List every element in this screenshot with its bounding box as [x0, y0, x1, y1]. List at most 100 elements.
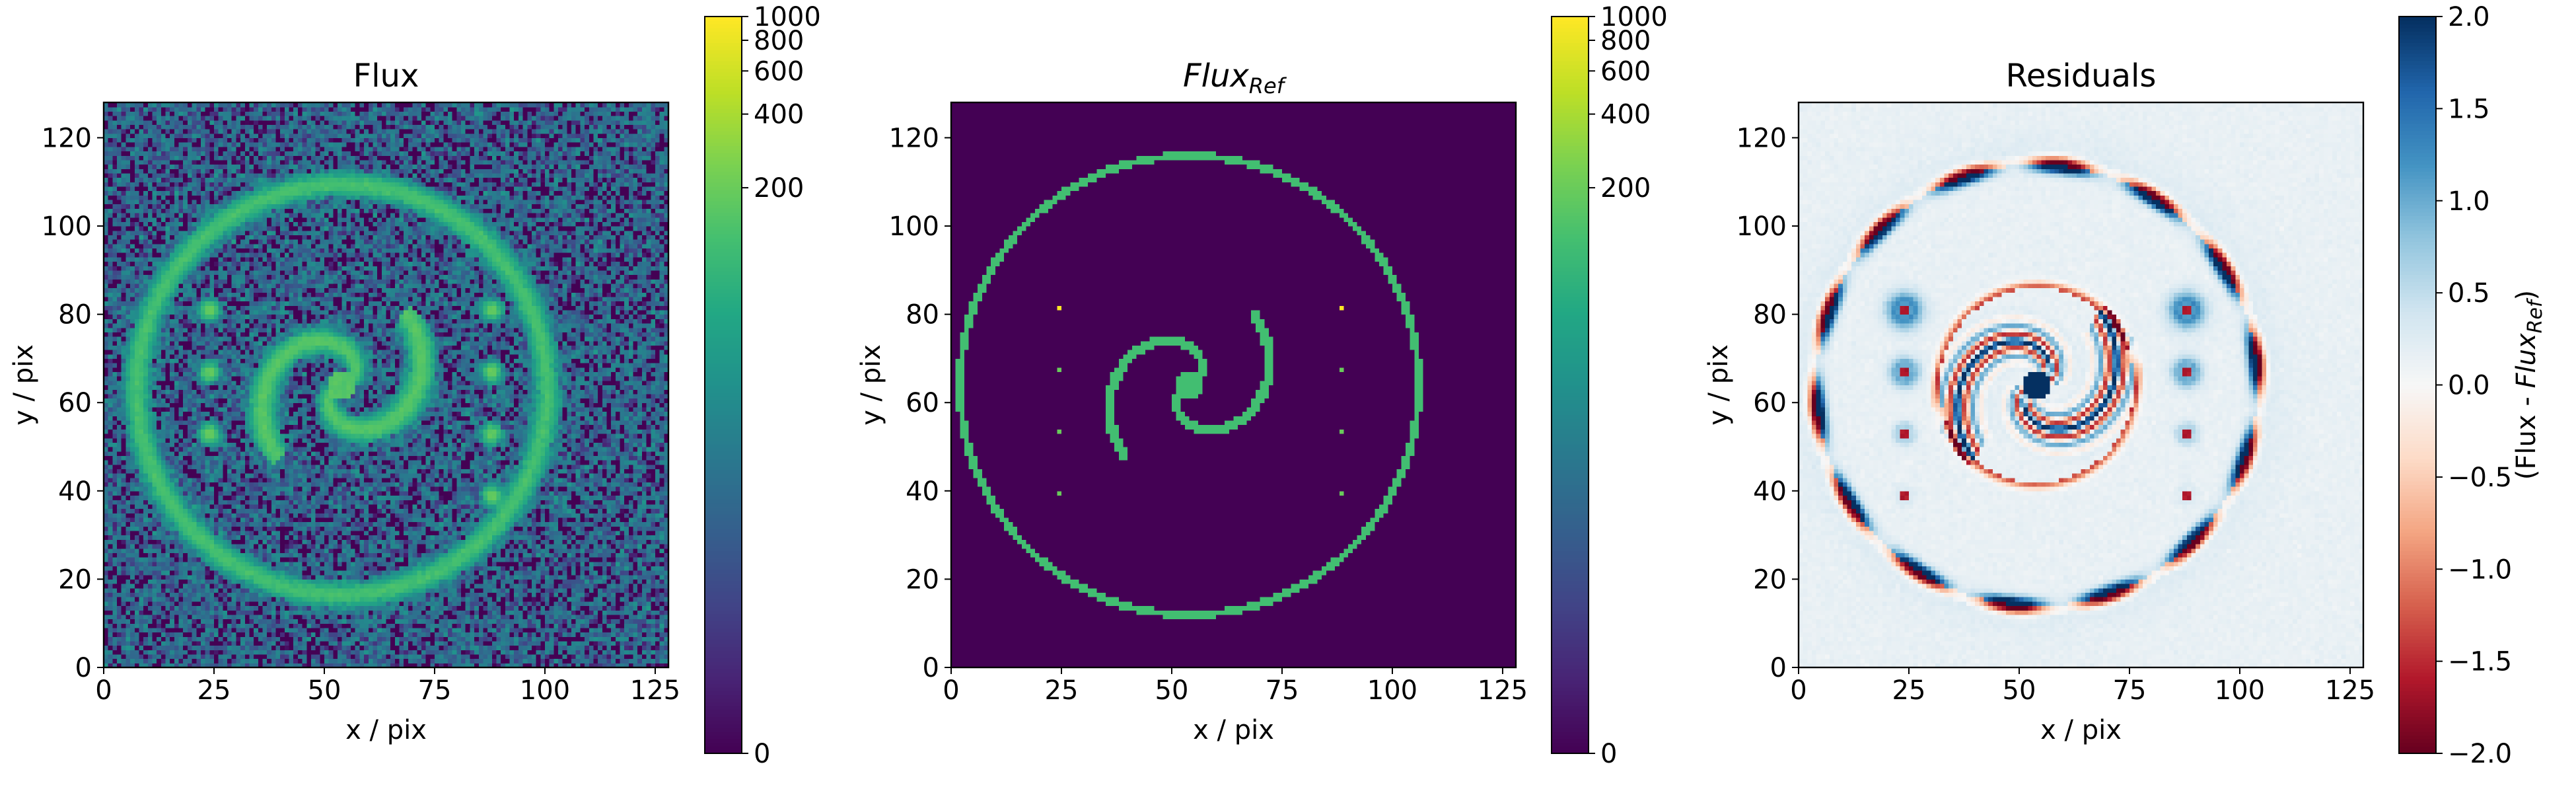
heatmap-cell	[646, 508, 651, 513]
heatmap-cell	[633, 636, 638, 642]
heatmap-cell	[377, 521, 382, 527]
heatmap-cell	[223, 587, 228, 593]
heatmap-cell	[320, 566, 325, 571]
heatmap-cell	[562, 495, 567, 500]
heatmap-cell	[611, 640, 616, 646]
heatmap-cell	[178, 623, 184, 628]
heatmap-cell	[456, 640, 462, 646]
heatmap-cell	[258, 627, 264, 633]
heatmap-cell	[637, 650, 643, 655]
heatmap-cell	[646, 610, 651, 615]
heatmap-cell	[130, 561, 135, 566]
heatmap-cell	[108, 587, 113, 593]
heatmap-cell	[338, 574, 343, 580]
heatmap-cell	[664, 587, 669, 593]
heatmap-cell	[117, 601, 122, 607]
heatmap-cell	[430, 640, 435, 646]
heatmap-cell	[425, 495, 431, 500]
heatmap-cell	[231, 619, 236, 624]
heatmap-cell	[615, 570, 621, 576]
heatmap-cell	[364, 561, 369, 566]
heatmap-cell	[522, 605, 528, 611]
heatmap-cell	[615, 636, 621, 642]
heatmap-cell	[452, 495, 457, 500]
heatmap-cell	[562, 566, 567, 571]
heatmap-cell	[505, 605, 511, 611]
heatmap-cell	[139, 552, 149, 558]
heatmap-cell	[218, 504, 223, 510]
heatmap-cell	[121, 490, 126, 496]
heatmap-cell	[143, 500, 149, 505]
heatmap-cell	[491, 500, 497, 505]
heatmap-cell	[439, 605, 444, 611]
heatmap-cell	[244, 530, 250, 536]
heatmap-cell	[593, 597, 598, 602]
heatmap-cell	[341, 584, 347, 589]
heatmap-cell	[271, 592, 277, 597]
heatmap-cell	[297, 632, 303, 637]
heatmap-cell	[359, 486, 365, 492]
heatmap-cell	[536, 504, 541, 510]
heatmap-cell	[412, 650, 417, 655]
heatmap-cell	[373, 548, 378, 553]
heatmap-cell	[125, 535, 131, 540]
heatmap-cell	[602, 535, 608, 540]
heatmap-cell	[540, 574, 546, 580]
heatmap-cell	[289, 605, 294, 611]
heatmap-cell	[209, 614, 215, 620]
heatmap-cell	[606, 552, 612, 558]
heatmap-cell	[483, 557, 488, 562]
heatmap-cell	[531, 623, 537, 628]
heatmap-cell	[174, 490, 180, 496]
heatmap-cell	[470, 570, 475, 576]
heatmap-cell	[324, 530, 330, 536]
heatmap-cell	[580, 570, 585, 576]
heatmap-cell	[333, 557, 338, 562]
heatmap-cell	[333, 486, 338, 492]
heatmap-cell	[491, 517, 497, 523]
heatmap-cell	[161, 592, 166, 597]
heatmap-cell	[161, 504, 166, 510]
heatmap-cell	[461, 486, 466, 492]
heatmap-cell	[333, 650, 338, 655]
heatmap-cell	[593, 658, 598, 663]
heatmap-cell	[293, 614, 303, 620]
heatmap-cell	[289, 535, 294, 540]
heatmap-cell	[271, 543, 277, 549]
heatmap-cell	[399, 513, 404, 518]
heatmap-cell	[417, 530, 422, 536]
heatmap-cell	[320, 530, 325, 536]
heatmap-cell	[620, 521, 625, 527]
heatmap-cell	[328, 504, 334, 510]
heatmap-cell	[254, 566, 259, 571]
heatmap-cell	[404, 504, 409, 510]
heatmap-cell	[223, 592, 228, 597]
heatmap-cell	[434, 610, 440, 615]
heatmap-cell	[320, 592, 325, 597]
heatmap-cell	[637, 504, 643, 510]
heatmap-cell	[236, 486, 241, 492]
heatmap-cell	[602, 570, 608, 576]
heatmap-cell	[452, 654, 457, 660]
heatmap-cell	[514, 513, 519, 518]
heatmap-cell	[275, 495, 285, 500]
heatmap-cell	[633, 610, 638, 615]
heatmap-cell	[470, 579, 475, 584]
heatmap-cell	[183, 636, 188, 642]
heatmap-cell	[439, 579, 444, 584]
heatmap-cell	[178, 500, 184, 505]
heatmap-cell	[562, 592, 567, 597]
heatmap-cell	[505, 614, 511, 620]
heatmap-cell	[549, 530, 554, 536]
heatmap-cell	[121, 605, 126, 611]
heatmap-cell	[571, 619, 577, 624]
heatmap-cell	[236, 592, 241, 597]
heatmap-cell	[117, 513, 122, 518]
heatmap-cell	[544, 561, 550, 566]
heatmap-cell	[474, 632, 480, 637]
heatmap-cell	[531, 645, 537, 650]
heatmap-cell	[152, 513, 157, 518]
heatmap-cell	[606, 623, 616, 628]
heatmap-cell	[425, 557, 431, 562]
heatmap-cell	[165, 592, 170, 597]
